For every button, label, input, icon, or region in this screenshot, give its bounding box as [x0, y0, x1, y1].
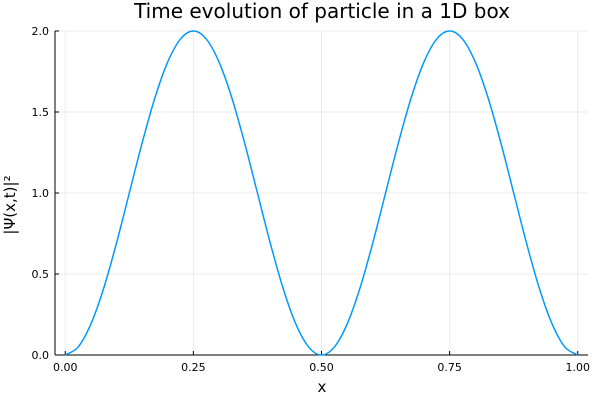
- x-tick-label: 0.75: [437, 361, 462, 374]
- y-tick-label: 1.0: [32, 187, 50, 200]
- x-tick-label: 1.00: [566, 361, 591, 374]
- grid: [55, 30, 588, 356]
- series-line-0: [64, 30, 579, 356]
- x-tick-label: 0.00: [53, 361, 78, 374]
- tick-labels: 0.00 0.25 0.50 0.75 1.00 0.0 0.5 1.0 1.5 2.0: [32, 25, 591, 374]
- y-tick-label: 1.5: [32, 106, 50, 119]
- y-axis-label: |Ψ(x,t)|²: [1, 175, 19, 234]
- x-tick-label: 0.50: [309, 361, 334, 374]
- series-layer: [64, 30, 579, 356]
- y-tick-label: 2.0: [32, 25, 50, 38]
- x-axis-label: x: [318, 378, 327, 396]
- y-tick-label: 0.0: [32, 349, 50, 362]
- y-tick-label: 0.5: [32, 268, 50, 281]
- x-tick-label: 0.25: [181, 361, 206, 374]
- chart-title: Time evolution of particle in a 1D box: [133, 0, 510, 23]
